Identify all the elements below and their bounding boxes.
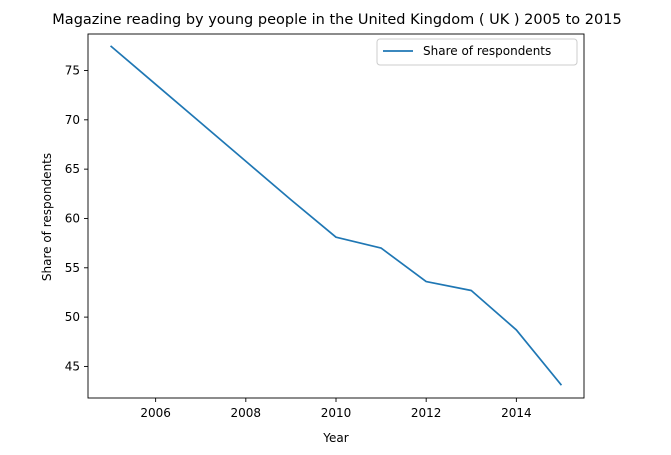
data-point xyxy=(515,329,517,331)
legend-label: Share of respondents xyxy=(423,44,551,58)
data-point xyxy=(335,236,337,238)
x-tick-label: 2006 xyxy=(140,406,171,420)
plot-area: 2006 2008 2010 2012 2014 45 50 55 60 65 70 75 xyxy=(65,33,585,420)
y-tick-label: 55 xyxy=(65,261,80,275)
data-point xyxy=(245,160,247,162)
y-tick-label: 70 xyxy=(65,113,80,127)
legend-box xyxy=(376,38,578,66)
data-point xyxy=(200,122,202,124)
data-point xyxy=(154,83,156,85)
y-tick-label: 50 xyxy=(65,310,80,324)
data-point xyxy=(425,280,427,282)
x-axis: 2006 2008 2010 2012 2014 xyxy=(140,398,532,420)
x-axis-title: Year xyxy=(322,431,348,445)
y-tick-label: 75 xyxy=(65,63,80,77)
data-point xyxy=(560,384,562,386)
x-tick-label: 2014 xyxy=(501,406,532,420)
data-point xyxy=(470,289,472,291)
series-layer xyxy=(109,45,563,386)
series-line xyxy=(109,45,563,386)
data-point xyxy=(290,199,292,201)
data-point xyxy=(380,247,382,249)
x-tick-label: 2008 xyxy=(231,406,262,420)
legend: Share of respondents xyxy=(376,38,578,66)
x-tick-label: 2010 xyxy=(321,406,352,420)
y-tick-label: 45 xyxy=(65,359,80,373)
data-point xyxy=(109,45,111,47)
chart-title: Magazine reading by young people in the … xyxy=(52,12,621,28)
x-tick-label: 2012 xyxy=(411,406,442,420)
y-axis: 45 50 55 60 65 70 75 xyxy=(65,63,88,373)
y-axis-title: Share of respondents xyxy=(40,153,54,281)
y-tick-label: 60 xyxy=(65,211,80,225)
y-tick-label: 65 xyxy=(65,162,80,176)
